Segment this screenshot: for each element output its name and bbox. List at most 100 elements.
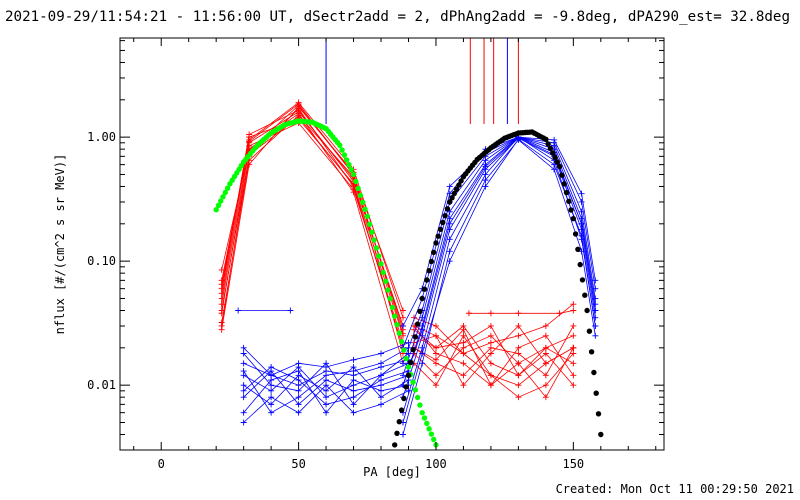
- series-3-point-2-2: [295, 401, 302, 408]
- fit-1-dot-3-1: [435, 233, 441, 239]
- series-3-point-4-2: [295, 387, 302, 394]
- fit-1-dot-2-4: [428, 258, 435, 265]
- y-tick-label-0: 1.00: [87, 130, 116, 144]
- fit-1-dot-4-0: [447, 199, 453, 205]
- x-tick-label-3: 150: [562, 457, 584, 471]
- fit-1-dot-2-3: [426, 268, 432, 274]
- fit-0-dot-14-5: [417, 402, 423, 408]
- fit-0-dot-12-3: [385, 287, 391, 293]
- series-1-point-6-5: [542, 382, 549, 389]
- series-5-point-1-3: [482, 171, 489, 178]
- fit-1-dot-14-4: [593, 390, 599, 396]
- fit-0-dot-11-5: [376, 253, 382, 259]
- series-3-point-2-4: [350, 387, 357, 394]
- series-1-point-2-5: [542, 372, 549, 379]
- fit-0-dot-9-4: [346, 162, 352, 168]
- series-1-point-5-4: [515, 322, 522, 329]
- fit-0-dot-13-2: [396, 330, 402, 336]
- series-1-point-4-2: [460, 360, 467, 367]
- fit-1-dot-1-3: [412, 334, 419, 340]
- series-5-point-8-5: [551, 136, 558, 143]
- series-1-point-9-3: [487, 382, 494, 389]
- fit-1-dot-2-0: [419, 295, 425, 302]
- series-0-point-3-4: [399, 314, 406, 321]
- fit-1-dot-1-0: [405, 372, 412, 378]
- series-1-point-1-6: [570, 332, 577, 339]
- series-0-point-8-0: [218, 290, 225, 297]
- series-5-point-4-7: [592, 285, 599, 292]
- series-5-point-6-1: [419, 314, 426, 321]
- series-1-point-7-5: [542, 350, 549, 357]
- series-3-point-7-5: [378, 377, 385, 384]
- fit-0-dot-10-4: [360, 199, 366, 205]
- fit-1-dot-2-5: [431, 249, 437, 255]
- fit-0-dot-10-2: [355, 185, 361, 192]
- fit-0-dot-10-5: [362, 206, 368, 212]
- series-3-point-6-1: [268, 409, 275, 416]
- fit-1-dot-14-2: [588, 349, 595, 355]
- series-1-point-4-5: [542, 332, 549, 339]
- series-1-point-7-4: [515, 372, 522, 379]
- series-3-point-8-1: [268, 394, 275, 401]
- series-5-point-3-0: [399, 431, 406, 438]
- series-1-point-2-4: [515, 350, 522, 357]
- series-3-point-0-0: [240, 360, 247, 367]
- fit-1-dot-0-5: [403, 384, 409, 390]
- fit-0-dot-11-0: [364, 213, 370, 219]
- y-tick-label-1: 0.10: [87, 254, 116, 268]
- series-1-point-7-6: [570, 382, 577, 389]
- series-1-point-9-1: [432, 356, 439, 363]
- fit-0-dot-15-0: [419, 410, 425, 416]
- fit-0-dot-13-5: [403, 355, 409, 362]
- series-3-point-9-3: [323, 364, 330, 371]
- series-5-point-7-7: [592, 322, 599, 329]
- fit-1-dot-1-4: [414, 321, 421, 327]
- fit-1-dot-3-2: [437, 226, 444, 232]
- series-5-point-7-1: [419, 350, 426, 357]
- series-1-point-1-3: [487, 360, 494, 367]
- series-1-line-0: [413, 325, 574, 386]
- series-1-point-7-0: [410, 326, 417, 333]
- series-0-point-10-0: [218, 281, 225, 288]
- series-5-point-3-7: [592, 332, 599, 339]
- fit-0-dot-9-2: [341, 152, 348, 158]
- series-1-point-4-1: [432, 350, 439, 357]
- series-1-point-4-4: [515, 344, 522, 351]
- series-0-point-6-0: [218, 301, 225, 308]
- series-1-point-5-2: [460, 382, 467, 389]
- fit-1-dot-13-2: [575, 246, 581, 252]
- fit-0-dot-14-4: [414, 394, 421, 401]
- series-3-point-1-3: [323, 394, 330, 401]
- series-5-point-3-3: [482, 177, 489, 184]
- fit-0-dot-9-5: [348, 166, 354, 173]
- series-3-point-3-3: [323, 387, 330, 394]
- fit-0-dot-12-4: [387, 296, 393, 302]
- fit-0-dot-12-1: [380, 269, 386, 276]
- series-3-point-7-1: [268, 364, 275, 371]
- series-1-point-0-4: [515, 382, 522, 389]
- series-1-point-3-3: [487, 332, 494, 339]
- series-3-point-6-4: [350, 368, 357, 375]
- fit-0-dot-15-5: [431, 436, 437, 443]
- series-3-point-8-3: [323, 382, 330, 389]
- series-1-point-5-3: [487, 350, 494, 357]
- fit-1-dot-12-4: [566, 198, 572, 204]
- fit-1-dot-14-1: [586, 328, 593, 334]
- x-tick-label-1: 50: [291, 457, 305, 471]
- series-2-point-0-3: [556, 310, 563, 317]
- series-3-point-1-1: [268, 387, 275, 394]
- series-1-point-7-2: [460, 339, 467, 346]
- fit-1-dot-3-5: [444, 206, 451, 212]
- x-tick-label-0: 0: [158, 457, 165, 471]
- series-1-point-2-2: [460, 372, 467, 379]
- series-3-point-9-4: [350, 356, 357, 363]
- series-2-point-0-1: [487, 310, 494, 317]
- fit-0-dot-0-4: [222, 189, 228, 196]
- axes: 0 50 100 150 1.00 0.10 0.01: [87, 38, 664, 471]
- series-1-point-7-3: [487, 322, 494, 329]
- fit-1-dot-4-5: [458, 178, 464, 184]
- fit-1-dot-13-4: [579, 277, 586, 283]
- fit-1-dot-0-2: [396, 419, 402, 425]
- x-tick-label-2: 100: [425, 457, 447, 471]
